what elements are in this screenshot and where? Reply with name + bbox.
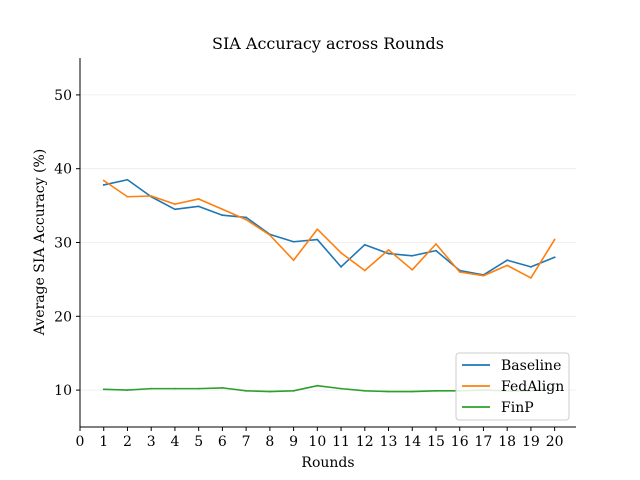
y-tick-label-40: 40 — [54, 162, 72, 178]
data-point-baseline-15 — [435, 249, 437, 252]
data-point-finp-3 — [150, 387, 153, 390]
data-point-fedalign-12 — [363, 269, 366, 272]
x-tick-label-1: 1 — [99, 434, 108, 450]
legend-label-finp: FinP — [501, 400, 534, 416]
x-tick-label-0: 0 — [76, 434, 85, 450]
y-tick-label-20: 20 — [54, 309, 72, 325]
data-point-fedalign-18 — [506, 264, 509, 267]
data-point-baseline-7 — [245, 216, 248, 219]
data-point-finp-1 — [102, 388, 105, 391]
x-tick-label-17: 17 — [475, 434, 493, 450]
data-point-finp-12 — [363, 389, 366, 392]
data-point-finp-11 — [340, 387, 342, 390]
y-ticks: 10 20 30 40 50 — [54, 88, 80, 399]
data-point-fedalign-16 — [458, 271, 461, 273]
legend-label-baseline: Baseline — [501, 358, 561, 374]
data-point-fedalign-8 — [268, 234, 271, 237]
data-point-baseline-19 — [530, 265, 532, 268]
x-tick-label-18: 18 — [498, 434, 516, 450]
data-point-baseline-2 — [126, 178, 129, 181]
data-point-fedalign-14 — [411, 268, 414, 271]
data-point-fedalign-3 — [150, 195, 153, 197]
data-point-finp-9 — [292, 389, 295, 392]
x-tick-label-5: 5 — [194, 434, 203, 450]
series-line-fedalign — [102, 179, 556, 279]
data-point-finp-5 — [197, 387, 200, 390]
x-tick-label-15: 15 — [427, 434, 445, 450]
data-point-finp-15 — [435, 389, 437, 392]
x-tick-label-19: 19 — [522, 434, 540, 450]
data-point-finp-2 — [126, 389, 129, 391]
data-point-finp-4 — [174, 387, 176, 390]
data-point-baseline-11 — [340, 265, 342, 268]
x-tick-label-9: 9 — [289, 434, 298, 450]
data-point-baseline-14 — [411, 254, 414, 257]
x-tick-label-11: 11 — [332, 434, 350, 450]
data-point-baseline-10 — [316, 238, 319, 241]
x-tick-label-6: 6 — [218, 434, 227, 450]
y-tick-label-30: 30 — [54, 236, 72, 252]
legend: Baseline FedAlign FinP — [455, 352, 570, 421]
x-tick-label-10: 10 — [308, 434, 326, 450]
y-tick-label-10: 10 — [54, 383, 72, 399]
data-point-fedalign-20 — [553, 238, 556, 241]
data-point-finp-14 — [411, 390, 414, 393]
x-tick-label-16: 16 — [451, 434, 469, 450]
x-tick-label-14: 14 — [403, 434, 421, 450]
data-point-fedalign-13 — [387, 248, 390, 251]
x-tick-label-20: 20 — [546, 434, 564, 450]
data-point-fedalign-19 — [530, 277, 532, 279]
data-point-finp-7 — [245, 389, 248, 392]
data-point-fedalign-7 — [245, 218, 248, 221]
data-point-baseline-12 — [363, 243, 366, 246]
data-point-finp-10 — [316, 384, 319, 387]
data-point-fedalign-17 — [482, 274, 485, 277]
legend-box — [455, 352, 570, 421]
x-tick-label-4: 4 — [170, 434, 179, 450]
y-axis-label: Average SIA Accuracy (%) — [32, 149, 48, 336]
data-point-fedalign-2 — [126, 195, 129, 198]
data-point-baseline-4 — [174, 208, 176, 211]
x-tick-label-7: 7 — [242, 434, 251, 450]
data-point-finp-6 — [221, 386, 224, 389]
data-point-baseline-9 — [292, 240, 295, 243]
data-point-baseline-13 — [387, 252, 390, 255]
legend-label-fedalign: FedAlign — [501, 379, 564, 395]
chart-title: SIA Accuracy across Rounds — [212, 34, 444, 53]
data-point-baseline-5 — [197, 205, 200, 208]
data-point-fedalign-6 — [221, 208, 224, 211]
x-tick-label-2: 2 — [123, 434, 132, 450]
x-ticks: 0 1 2 3 4 5 6 7 8 9 10 11 12 13 14 15 16 17 18 19 20 — [76, 427, 564, 450]
y-tick-label-50: 50 — [54, 88, 72, 104]
data-point-fedalign-1 — [102, 179, 105, 182]
x-tick-label-8: 8 — [265, 434, 274, 450]
data-point-baseline-6 — [221, 214, 224, 217]
x-tick-label-12: 12 — [356, 434, 374, 450]
x-axis-label: Rounds — [301, 455, 354, 471]
x-tick-label-13: 13 — [380, 434, 398, 450]
data-point-finp-13 — [387, 390, 390, 393]
data-point-finp-8 — [268, 390, 271, 393]
data-point-baseline-20 — [553, 256, 556, 259]
data-point-fedalign-4 — [174, 203, 176, 206]
data-point-fedalign-10 — [316, 228, 319, 231]
data-point-fedalign-11 — [340, 251, 342, 254]
x-tick-label-3: 3 — [147, 434, 156, 450]
series-line-baseline — [102, 178, 556, 276]
data-point-fedalign-9 — [292, 259, 295, 262]
data-point-baseline-18 — [506, 259, 509, 262]
data-point-baseline-1 — [102, 184, 105, 186]
data-point-fedalign-15 — [435, 243, 437, 245]
data-point-fedalign-5 — [197, 198, 200, 200]
